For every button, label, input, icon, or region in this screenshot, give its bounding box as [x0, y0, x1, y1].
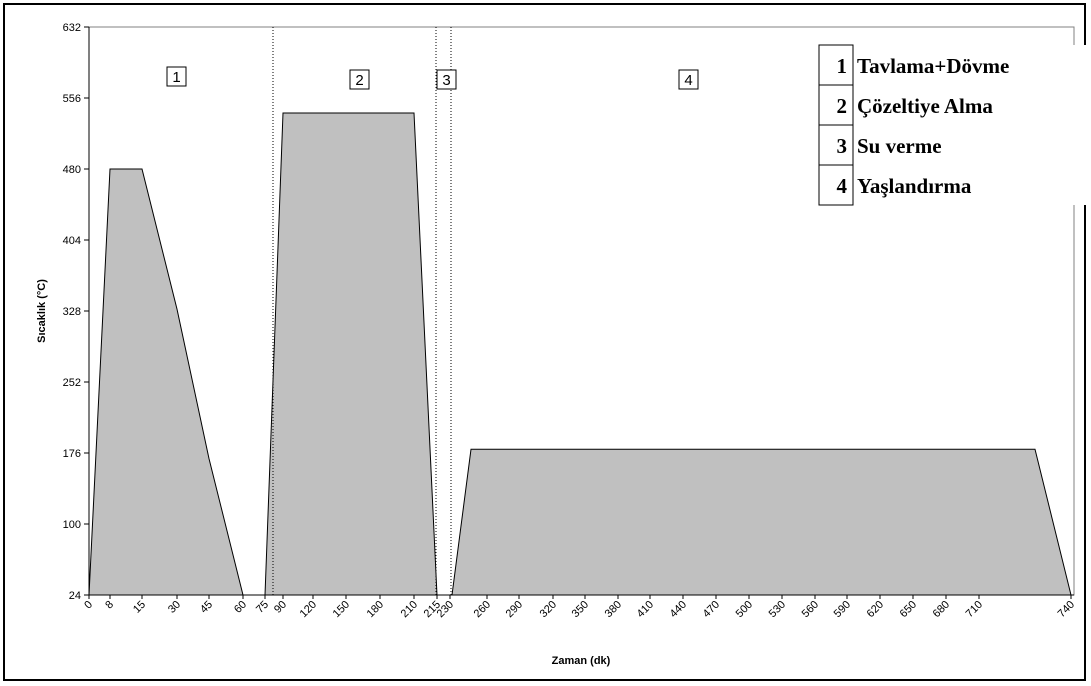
x-tick-label: 0: [82, 599, 95, 612]
x-tick-label: 210: [399, 599, 420, 620]
x-tick-label: 260: [472, 599, 493, 620]
phase-box: [436, 69, 457, 90]
y-tick-label: 328: [63, 306, 81, 318]
x-tick-label: 710: [964, 599, 985, 620]
x-tick-label: 470: [701, 599, 722, 620]
phase-label: 1: [172, 69, 180, 86]
phase-label: 3: [442, 72, 450, 89]
y-tick-label: 556: [63, 93, 81, 105]
x-tick-label: 590: [832, 599, 853, 620]
x-tick-label: 120: [298, 599, 319, 620]
x-tick-label: 320: [538, 599, 559, 620]
x-tick-label: 560: [800, 599, 821, 620]
phase-label: 4: [684, 72, 692, 89]
phase-markers: 1 2 3 4: [166, 66, 699, 90]
x-tick-label: 8: [103, 599, 116, 612]
y-tick-label: 480: [63, 164, 81, 176]
area-layer: [88, 112, 1072, 596]
legend-number: 4: [837, 174, 848, 198]
area-segment: [451, 448, 1072, 596]
x-tick-label: 180: [365, 599, 386, 620]
legend-label: Su verme: [857, 134, 942, 158]
x-tick-label: 440: [668, 599, 689, 620]
legend: 1 Tavlama+Dövme 2 Çözeltiye Alma 3 Su verme 4 Y…: [818, 44, 1091, 206]
x-tick-label: 410: [635, 599, 656, 620]
x-tick-label: 60: [232, 599, 249, 616]
area-segment: [264, 112, 438, 596]
phase-box: [166, 66, 187, 87]
y-tick-label: 404: [63, 235, 81, 247]
legend-label: Tavlama+Dövme: [857, 54, 1009, 78]
x-tick-label: 740: [1056, 599, 1077, 620]
y-tick-label: 176: [63, 448, 81, 460]
legend-label: Yaşlandırma: [857, 174, 972, 198]
x-tick-label: 75: [254, 599, 271, 616]
y-tick-label: 252: [63, 377, 81, 389]
x-tick-label: 15: [131, 599, 148, 616]
y-axis-title: Sıcaklık (°C): [36, 279, 48, 343]
x-tick-label: 680: [931, 599, 952, 620]
legend-number: 3: [837, 134, 848, 158]
phase-box: [678, 69, 699, 90]
y-axis: 24 100 176 252 328 404 480 556 632: [63, 22, 90, 602]
phase-label: 2: [355, 72, 363, 89]
x-tick-label: 350: [570, 599, 591, 620]
x-axis-title: Zaman (dk): [552, 655, 611, 667]
x-tick-label: 500: [734, 599, 755, 620]
x-tick-label: 150: [331, 599, 352, 620]
y-tick-label: 632: [63, 22, 81, 34]
x-tick-label: 650: [898, 599, 919, 620]
phase-box: [349, 69, 370, 90]
x-tick-label: 530: [767, 599, 788, 620]
legend-num-cell: [818, 164, 854, 206]
x-tick-label: 90: [272, 599, 289, 616]
y-tick-label: 24: [69, 590, 81, 602]
x-tick-label: 230: [435, 599, 456, 620]
legend-box: [819, 45, 1091, 205]
legend-label: Çözeltiye Alma: [857, 94, 993, 118]
x-tick-label: 620: [865, 599, 886, 620]
x-tick-label: 45: [198, 599, 215, 616]
legend-number: 1: [837, 54, 848, 78]
legend-number: 2: [837, 94, 848, 118]
x-tick-label: 290: [504, 599, 525, 620]
x-tick-label: 380: [603, 599, 624, 620]
x-tick-label: 30: [166, 599, 183, 616]
y-tick-label: 100: [63, 519, 81, 531]
